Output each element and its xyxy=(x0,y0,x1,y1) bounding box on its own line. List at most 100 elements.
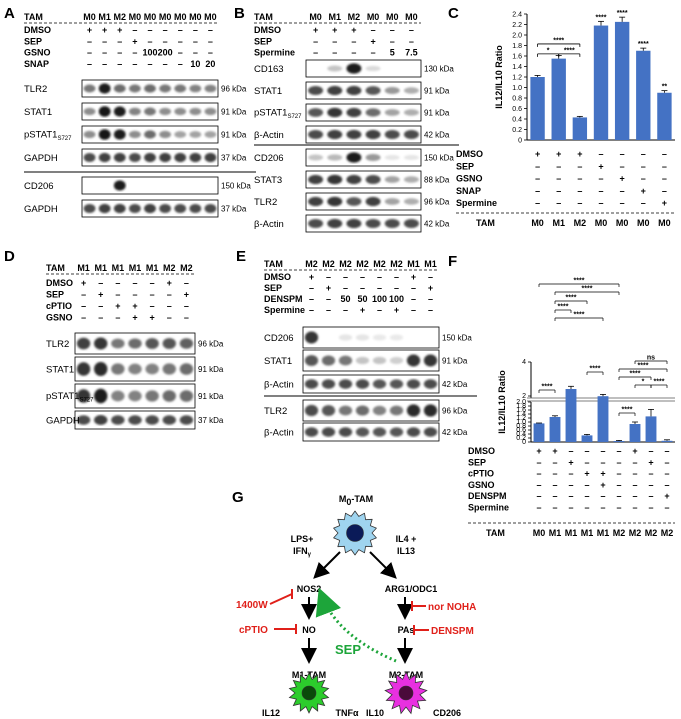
band xyxy=(355,356,370,365)
band xyxy=(144,84,156,93)
y-axis-label: IL12/IL10 Ratio xyxy=(497,370,507,434)
band xyxy=(308,85,324,96)
band xyxy=(384,154,400,161)
treatment-mark: – xyxy=(371,48,376,58)
tnfa-label: TNFα xyxy=(335,708,358,718)
treatment-mark: – xyxy=(377,272,382,282)
y-tick-label: 0.4 xyxy=(512,117,522,124)
treatment-mark: – xyxy=(150,290,155,300)
treatment-mark: – xyxy=(662,186,667,196)
sig-label: **** xyxy=(638,363,649,370)
band xyxy=(384,86,400,95)
treatment-mark: 10 xyxy=(190,59,200,69)
sig-label: **** xyxy=(558,304,569,311)
band xyxy=(113,106,126,117)
treatment-mark: – xyxy=(343,305,348,315)
y-tick-label: 1.2 xyxy=(516,415,526,422)
band xyxy=(113,203,126,214)
sig-label: **** xyxy=(542,384,553,391)
treatment-label: SNAP xyxy=(456,186,481,196)
treatment-mark: – xyxy=(411,294,416,304)
band xyxy=(365,65,381,72)
kda-label: 42 kDa xyxy=(442,380,468,389)
panel-letter: A xyxy=(4,5,15,22)
blot-frame xyxy=(305,192,422,211)
band xyxy=(94,388,108,404)
treatment-mark: 50 xyxy=(340,294,350,304)
treatment-label: SEP xyxy=(468,457,486,467)
treatment-mark: – xyxy=(360,272,365,282)
y-tick-label: 1.0 xyxy=(516,419,526,426)
treatment-mark: – xyxy=(117,36,122,46)
treatment-label: Spermine xyxy=(254,48,295,58)
band xyxy=(365,218,381,229)
bar xyxy=(597,396,609,442)
treatment-mark: + xyxy=(598,161,603,171)
blot-label: STAT1 xyxy=(24,107,52,118)
treatment-mark: – xyxy=(648,503,653,513)
band xyxy=(346,85,362,96)
treatment-mark: – xyxy=(351,36,356,46)
treatment-label: SEP xyxy=(24,36,42,46)
treatment-mark: – xyxy=(662,161,667,171)
treatment-label: DMSO xyxy=(254,25,281,35)
treatment-mark: + xyxy=(568,457,573,467)
treatment-mark: – xyxy=(87,59,92,69)
y-tick-label: 1.4 xyxy=(512,64,522,71)
sig-label: **** xyxy=(617,10,628,17)
blot-frame xyxy=(305,81,422,100)
band xyxy=(327,107,343,118)
treatment-mark: – xyxy=(102,48,107,58)
treatment-label: DMSO xyxy=(264,272,291,282)
sig-label: **** xyxy=(596,14,607,21)
treatment-mark: – xyxy=(428,305,433,315)
il13-label: IL13 xyxy=(397,546,415,556)
band xyxy=(403,87,419,94)
treatment-mark: – xyxy=(600,446,605,456)
treatment-mark: – xyxy=(102,36,107,46)
treatment-label: DMSO xyxy=(456,149,483,159)
bar xyxy=(645,416,657,442)
treatment-mark: 100 xyxy=(142,48,157,58)
treatment-label: cPTIO xyxy=(468,469,494,479)
pas-label: PAs xyxy=(398,625,415,635)
treatment-mark: – xyxy=(132,290,137,300)
treatment-mark: – xyxy=(147,25,152,35)
band xyxy=(365,86,381,95)
band xyxy=(338,427,353,437)
treatment-label: GSNO xyxy=(24,48,51,58)
treatment-mark: – xyxy=(556,186,561,196)
treatment-mark: – xyxy=(568,491,573,501)
kda-label: 91 kDa xyxy=(442,357,468,366)
treatment-mark: – xyxy=(377,283,382,293)
sig-label: **** xyxy=(590,366,601,373)
band-group xyxy=(308,129,419,140)
treatment-mark: + xyxy=(428,283,433,293)
band xyxy=(308,174,324,185)
band xyxy=(389,427,404,437)
y-tick-label: 0.2 xyxy=(512,127,522,134)
band xyxy=(338,405,353,416)
y-tick-label: 0.8 xyxy=(516,423,526,430)
treatment-mark: – xyxy=(616,457,621,467)
lane-label: M0 xyxy=(159,12,172,22)
treatment-mark: + xyxy=(648,457,653,467)
band-group xyxy=(308,218,419,229)
blot-label: STAT3 xyxy=(254,175,282,186)
band xyxy=(384,218,400,229)
band xyxy=(83,84,96,93)
lane-label: M2 xyxy=(322,259,335,269)
lane-label: M2 xyxy=(339,259,352,269)
treatment-mark: – xyxy=(343,272,348,282)
band-group xyxy=(83,129,217,140)
treatment-mark: – xyxy=(598,186,603,196)
band xyxy=(98,203,111,214)
band xyxy=(355,379,370,389)
treatment-mark: – xyxy=(568,446,573,456)
treatment-mark: – xyxy=(584,446,589,456)
treatment-mark: – xyxy=(536,469,541,479)
y-tick-label: 1.6 xyxy=(516,407,526,414)
band xyxy=(128,152,141,163)
band xyxy=(321,379,336,389)
